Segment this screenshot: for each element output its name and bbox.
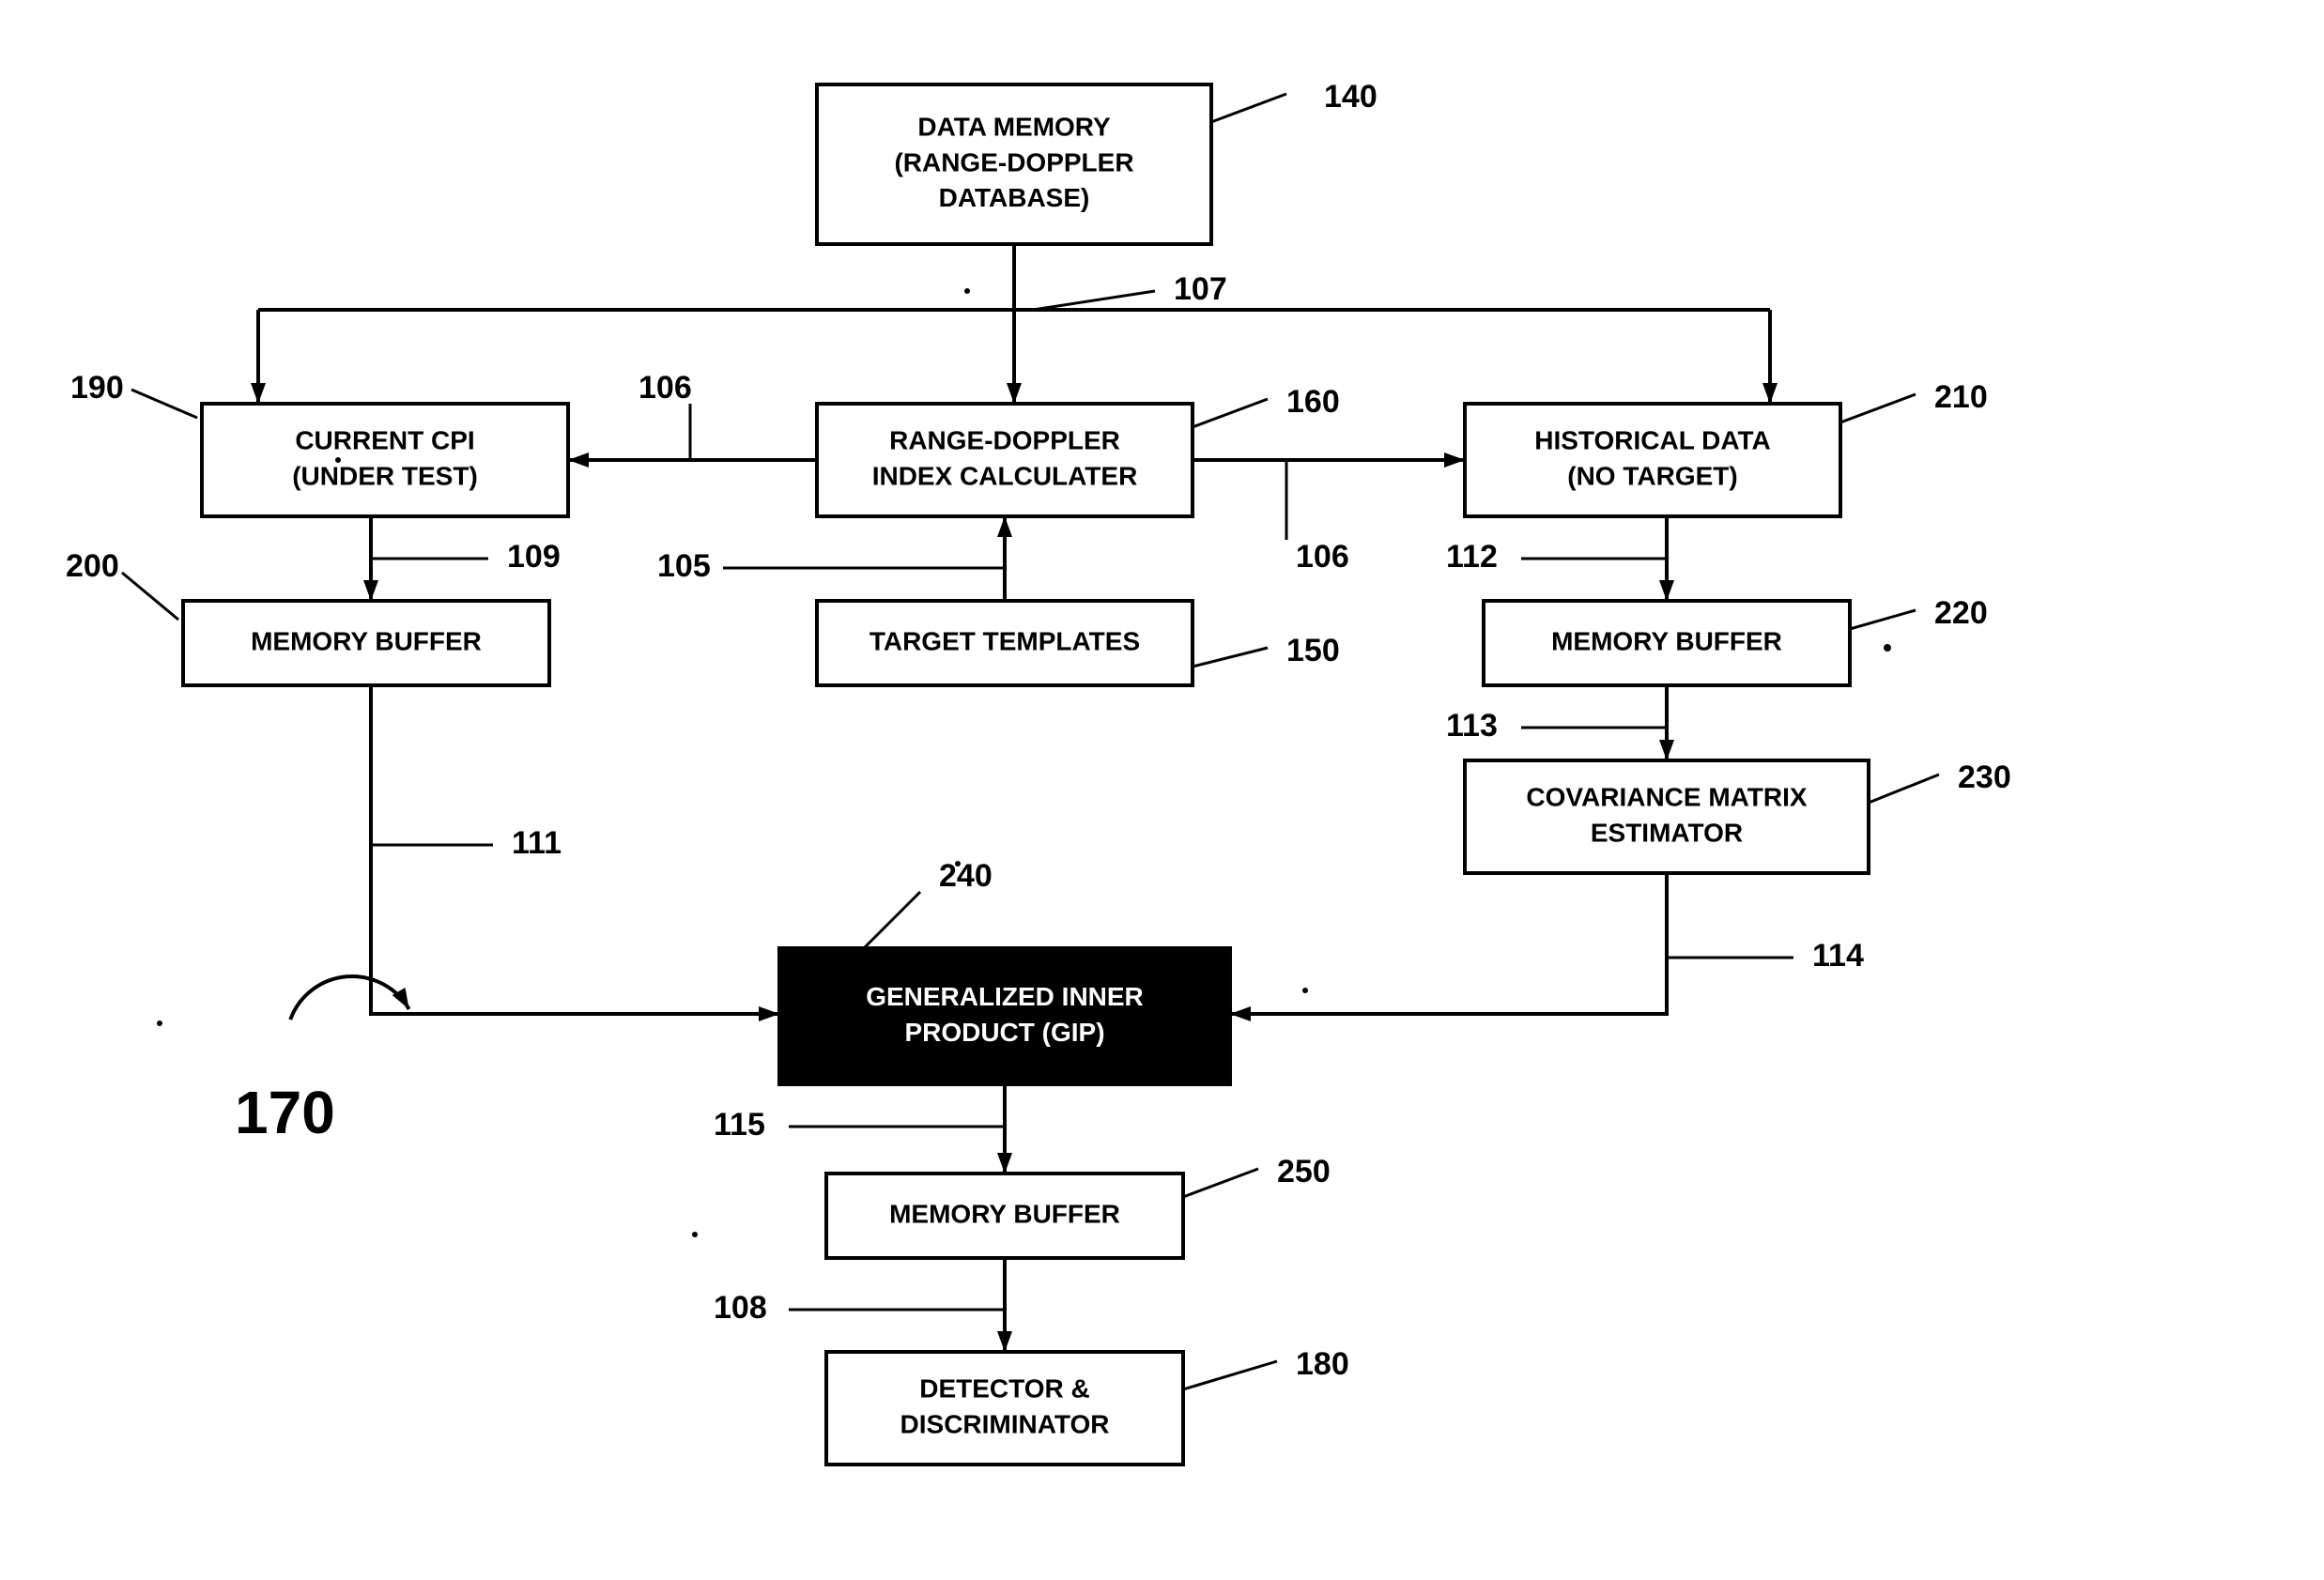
node-n210: HISTORICAL DATA (NO TARGET) [1465,404,1840,516]
node-n160-line0: RANGE-DOPPLER [889,425,1120,454]
ref-240: 240 [939,858,993,894]
node-n180-line0: DETECTOR & [919,1373,1090,1403]
node-n160: RANGE-DOPPLER INDEX CALCULATER [817,404,1193,516]
node-n230-line0: COVARIANCE MATRIX [1526,782,1808,811]
ref-106: 106 [1296,539,1349,575]
speck-0 [1884,644,1891,652]
ref-140: 140 [1324,79,1377,115]
edge-e230_240 [1230,873,1667,1014]
ref-leader-240-16 [864,892,920,948]
node-n210-line1: (NO TARGET) [1567,461,1737,490]
ref-109: 109 [507,539,561,575]
ref-105: 105 [657,548,711,584]
ref-113: 113 [1446,708,1498,744]
node-n140-line0: DATA MEMORY [917,113,1111,142]
node-n190-line1: (UNDER TEST) [292,461,478,490]
speck-3 [964,288,970,294]
ref-107: 107 [1174,271,1227,307]
ref-leader-200-6 [122,573,178,620]
node-n150: TARGET TEMPLATES [817,601,1193,685]
node-n220: MEMORY BUFFER [1484,601,1850,685]
ref-180: 180 [1296,1346,1349,1382]
node-n140-line2: DATABASE) [939,183,1090,212]
ref-250: 250 [1277,1154,1331,1189]
node-n210-line0: HISTORICAL DATA [1534,425,1770,454]
ref-200: 200 [66,548,119,584]
ref-150: 150 [1286,633,1340,668]
speck-6 [335,457,341,463]
node-n230-line1: ESTIMATOR [1591,818,1743,847]
node-n160-line1: INDEX CALCULATER [872,461,1138,490]
node-n140: DATA MEMORY (RANGE-DOPPLER DATABASE) [817,84,1211,244]
node-n190-line0: CURRENT CPI [295,425,474,454]
node-n180: DETECTOR & DISCRIMINATOR [826,1352,1183,1465]
ref-230: 230 [1958,759,2011,795]
edge-e200_240 [371,685,779,1014]
ref-190: 190 [70,370,124,406]
node-n240-line0: GENERALIZED INNER [866,982,1144,1011]
node-n200: MEMORY BUFFER [183,601,549,685]
ref-leader-220-12 [1850,610,1916,629]
ref-112: 112 [1446,539,1498,575]
ref-leader-250-19 [1183,1169,1258,1197]
ref-leader-150-11 [1193,648,1268,667]
figure-label-170: 170 [235,1079,335,1146]
ref-leader-190-2 [131,390,197,418]
ref-160: 160 [1286,384,1340,420]
ref-leader-107-1 [1033,291,1155,310]
ref-111: 111 [512,825,562,861]
node-n150-line0: TARGET TEMPLATES [870,626,1140,655]
ref-114: 114 [1812,938,1864,974]
ref-leader-160-4 [1193,399,1268,427]
node-n230: COVARIANCE MATRIX ESTIMATOR [1465,760,1869,873]
ref-leader-210-5 [1840,394,1916,422]
node-n140-line1: (RANGE-DOPPLER [894,147,1133,176]
ref-115: 115 [714,1107,765,1143]
node-n240-line1: PRODUCT (GIP) [904,1018,1104,1047]
speck-4 [955,861,961,867]
node-n200-line0: MEMORY BUFFER [251,626,482,655]
ref-leader-140-0 [1211,94,1286,122]
ref-106: 106 [639,370,692,406]
node-n250-line0: MEMORY BUFFER [889,1199,1120,1228]
node-n240: GENERALIZED INNER PRODUCT (GIP) [779,948,1230,1084]
ref-leader-180-21 [1183,1361,1277,1389]
node-n250: MEMORY BUFFER [826,1173,1183,1258]
ref-220: 220 [1934,595,1988,631]
node-n220-line0: MEMORY BUFFER [1551,626,1782,655]
ref-leader-230-14 [1869,775,1939,803]
node-n190: CURRENT CPI (UNDER TEST) [202,404,568,516]
ref-108: 108 [714,1290,767,1326]
speck-2 [692,1232,698,1237]
speck-5 [1302,988,1308,993]
node-n180-line1: DISCRIMINATOR [900,1409,1110,1438]
ref-210: 210 [1934,379,1988,415]
speck-1 [157,1020,162,1026]
